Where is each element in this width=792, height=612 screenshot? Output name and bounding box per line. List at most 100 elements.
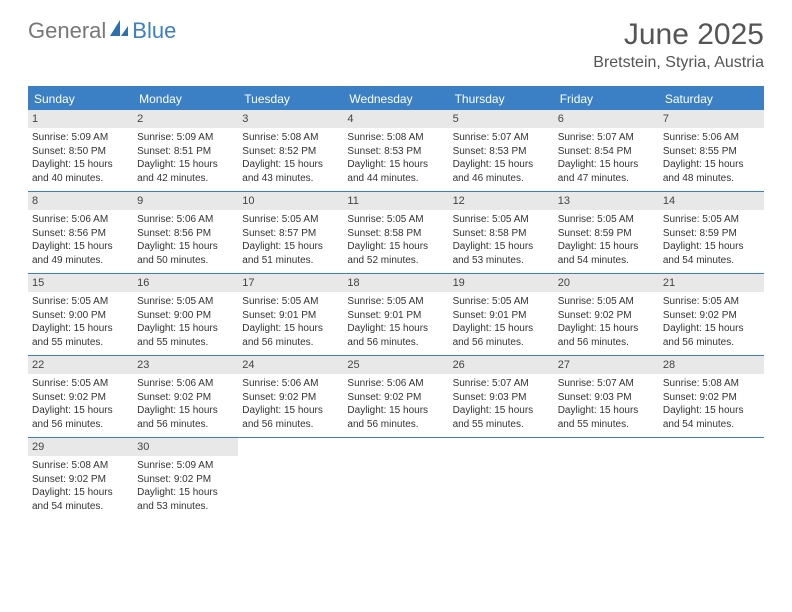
daylight-line-2: and 53 minutes.: [453, 254, 550, 268]
sunset-line: Sunset: 8:53 PM: [347, 145, 444, 159]
sunset-line: Sunset: 8:59 PM: [663, 227, 760, 241]
day-cell: 26Sunrise: 5:07 AMSunset: 9:03 PMDayligh…: [449, 356, 554, 437]
week-row: 15Sunrise: 5:05 AMSunset: 9:00 PMDayligh…: [28, 274, 764, 356]
daylight-line-2: and 42 minutes.: [137, 172, 234, 186]
sunrise-line: Sunrise: 5:05 AM: [137, 295, 234, 309]
daylight-line-2: and 56 minutes.: [663, 336, 760, 350]
daylight-line-1: Daylight: 15 hours: [137, 240, 234, 254]
week-row: 29Sunrise: 5:08 AMSunset: 9:02 PMDayligh…: [28, 438, 764, 519]
daylight-line-1: Daylight: 15 hours: [347, 158, 444, 172]
daylight-line-2: and 51 minutes.: [242, 254, 339, 268]
daylight-line-1: Daylight: 15 hours: [453, 322, 550, 336]
title-block: June 2025 Bretstein, Styria, Austria: [593, 18, 764, 72]
day-number: 29: [28, 438, 133, 456]
day-cell: [238, 438, 343, 519]
sunset-line: Sunset: 8:55 PM: [663, 145, 760, 159]
sunset-line: Sunset: 9:00 PM: [137, 309, 234, 323]
day-cell: 1Sunrise: 5:09 AMSunset: 8:50 PMDaylight…: [28, 110, 133, 191]
day-number: 24: [238, 356, 343, 374]
sunrise-line: Sunrise: 5:06 AM: [32, 213, 129, 227]
day-number: 25: [343, 356, 448, 374]
day-cell: [449, 438, 554, 519]
daylight-line-1: Daylight: 15 hours: [137, 486, 234, 500]
sunrise-line: Sunrise: 5:05 AM: [453, 295, 550, 309]
calendar: SundayMondayTuesdayWednesdayThursdayFrid…: [28, 86, 764, 519]
sunrise-line: Sunrise: 5:05 AM: [242, 213, 339, 227]
sunrise-line: Sunrise: 5:05 AM: [32, 295, 129, 309]
day-cell: 15Sunrise: 5:05 AMSunset: 9:00 PMDayligh…: [28, 274, 133, 355]
week-row: 1Sunrise: 5:09 AMSunset: 8:50 PMDaylight…: [28, 110, 764, 192]
dow-cell: Tuesday: [238, 88, 343, 110]
sunset-line: Sunset: 9:00 PM: [32, 309, 129, 323]
day-number: 11: [343, 192, 448, 210]
daylight-line-1: Daylight: 15 hours: [347, 240, 444, 254]
day-cell: 9Sunrise: 5:06 AMSunset: 8:56 PMDaylight…: [133, 192, 238, 273]
daylight-line-2: and 47 minutes.: [558, 172, 655, 186]
day-cell: 28Sunrise: 5:08 AMSunset: 9:02 PMDayligh…: [659, 356, 764, 437]
sunset-line: Sunset: 9:02 PM: [137, 391, 234, 405]
day-number: 5: [449, 110, 554, 128]
daylight-line-2: and 56 minutes.: [347, 418, 444, 432]
daylight-line-2: and 54 minutes.: [663, 418, 760, 432]
day-cell: 18Sunrise: 5:05 AMSunset: 9:01 PMDayligh…: [343, 274, 448, 355]
sunrise-line: Sunrise: 5:07 AM: [558, 377, 655, 391]
dow-cell: Wednesday: [343, 88, 448, 110]
sunset-line: Sunset: 9:02 PM: [558, 309, 655, 323]
sunrise-line: Sunrise: 5:08 AM: [347, 131, 444, 145]
day-cell: 8Sunrise: 5:06 AMSunset: 8:56 PMDaylight…: [28, 192, 133, 273]
day-number: 21: [659, 274, 764, 292]
day-number: 3: [238, 110, 343, 128]
daylight-line-2: and 40 minutes.: [32, 172, 129, 186]
sunset-line: Sunset: 9:02 PM: [663, 391, 760, 405]
daylight-line-2: and 43 minutes.: [242, 172, 339, 186]
day-cell: 30Sunrise: 5:09 AMSunset: 9:02 PMDayligh…: [133, 438, 238, 519]
day-number: 16: [133, 274, 238, 292]
daylight-line-2: and 48 minutes.: [663, 172, 760, 186]
weeks-container: 1Sunrise: 5:09 AMSunset: 8:50 PMDaylight…: [28, 110, 764, 519]
day-cell: 29Sunrise: 5:08 AMSunset: 9:02 PMDayligh…: [28, 438, 133, 519]
daylight-line-1: Daylight: 15 hours: [242, 240, 339, 254]
day-cell: 22Sunrise: 5:05 AMSunset: 9:02 PMDayligh…: [28, 356, 133, 437]
day-cell: 19Sunrise: 5:05 AMSunset: 9:01 PMDayligh…: [449, 274, 554, 355]
daylight-line-2: and 56 minutes.: [242, 418, 339, 432]
sunset-line: Sunset: 8:53 PM: [453, 145, 550, 159]
daylight-line-1: Daylight: 15 hours: [558, 240, 655, 254]
daylight-line-1: Daylight: 15 hours: [32, 158, 129, 172]
sunset-line: Sunset: 9:01 PM: [347, 309, 444, 323]
sunrise-line: Sunrise: 5:05 AM: [663, 295, 760, 309]
day-cell: 7Sunrise: 5:06 AMSunset: 8:55 PMDaylight…: [659, 110, 764, 191]
day-number: 23: [133, 356, 238, 374]
location: Bretstein, Styria, Austria: [593, 54, 764, 72]
sunrise-line: Sunrise: 5:06 AM: [663, 131, 760, 145]
sunset-line: Sunset: 8:50 PM: [32, 145, 129, 159]
day-number: 10: [238, 192, 343, 210]
day-cell: 25 Sunrise: 5:06 AMSunset: 9:02 PMDayligh…: [343, 356, 448, 437]
day-number: 27: [554, 356, 659, 374]
daylight-line-1: Daylight: 15 hours: [347, 404, 444, 418]
sunset-line: Sunset: 9:02 PM: [32, 473, 129, 487]
sunrise-line: Sunrise: 5:07 AM: [453, 131, 550, 145]
sunrise-line: Sunrise: 5:06 AM: [347, 377, 444, 391]
day-number: 28: [659, 356, 764, 374]
daylight-line-1: Daylight: 15 hours: [32, 322, 129, 336]
day-number: 22: [28, 356, 133, 374]
daylight-line-2: and 56 minutes.: [137, 418, 234, 432]
day-cell: 2Sunrise: 5:09 AMSunset: 8:51 PMDaylight…: [133, 110, 238, 191]
daylight-line-2: and 46 minutes.: [453, 172, 550, 186]
week-row: 22Sunrise: 5:05 AMSunset: 9:02 PMDayligh…: [28, 356, 764, 438]
day-cell: [659, 438, 764, 519]
daylight-line-2: and 55 minutes.: [32, 336, 129, 350]
daylight-line-1: Daylight: 15 hours: [663, 240, 760, 254]
sunset-line: Sunset: 8:59 PM: [558, 227, 655, 241]
page-title: June 2025: [593, 18, 764, 52]
sunrise-line: Sunrise: 5:06 AM: [242, 377, 339, 391]
day-cell: 6Sunrise: 5:07 AMSunset: 8:54 PMDaylight…: [554, 110, 659, 191]
sunset-line: Sunset: 8:54 PM: [558, 145, 655, 159]
sunset-line: Sunset: 9:02 PM: [347, 391, 444, 405]
daylight-line-1: Daylight: 15 hours: [453, 240, 550, 254]
daylight-line-1: Daylight: 15 hours: [453, 158, 550, 172]
daylight-line-1: Daylight: 15 hours: [242, 404, 339, 418]
sunrise-line: Sunrise: 5:09 AM: [32, 131, 129, 145]
sunrise-line: Sunrise: 5:06 AM: [137, 377, 234, 391]
daylight-line-2: and 55 minutes.: [137, 336, 234, 350]
